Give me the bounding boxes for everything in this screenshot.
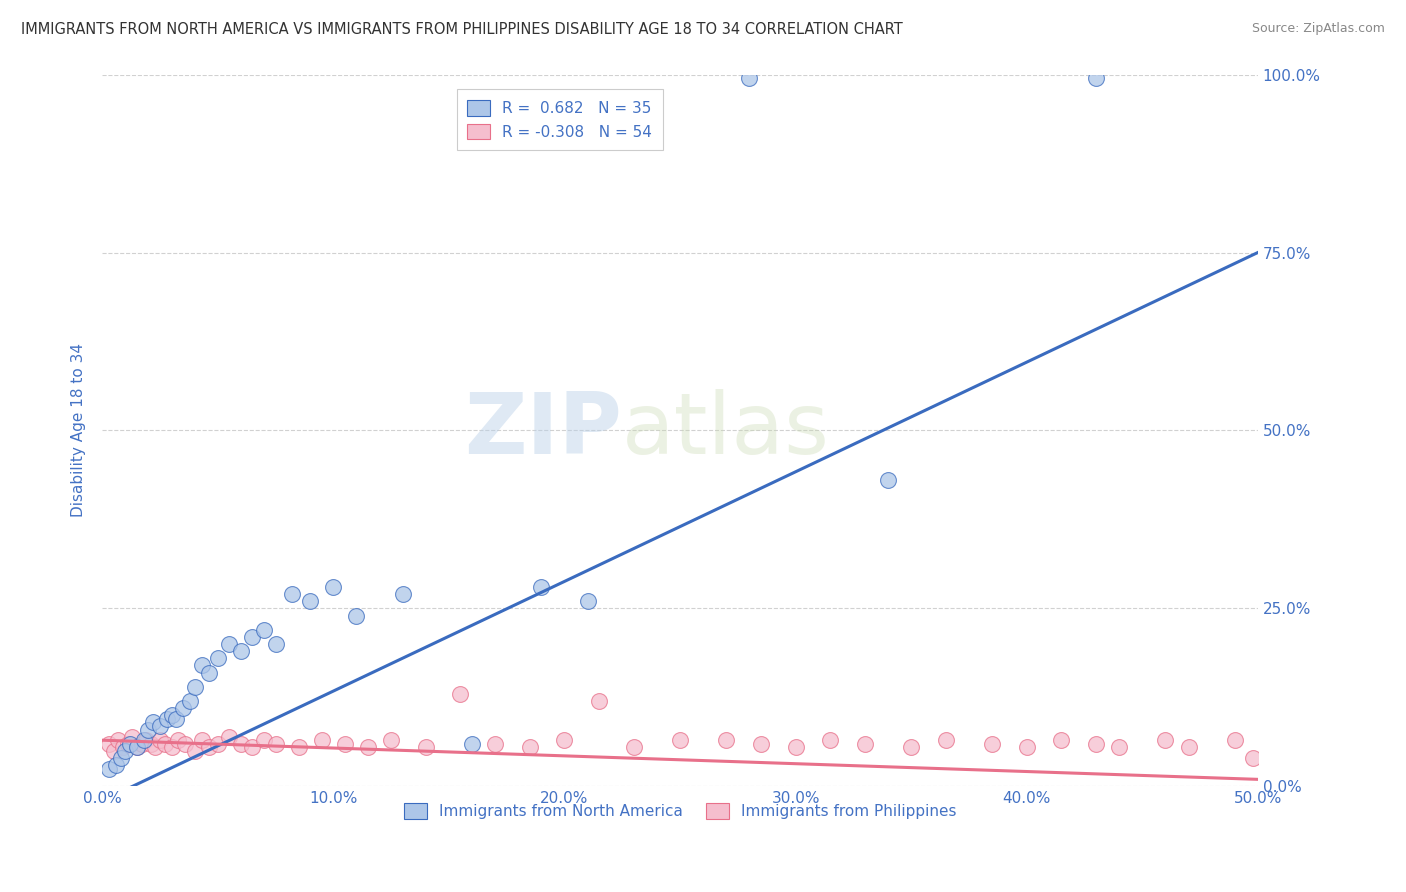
Point: [160, 740, 183, 755]
Point: [820, 733, 842, 747]
Point: [623, 740, 645, 755]
Point: [346, 608, 368, 623]
Point: [1223, 733, 1246, 747]
Point: [380, 733, 402, 747]
Point: [1085, 71, 1108, 86]
Point: [1154, 733, 1177, 747]
Point: [391, 587, 413, 601]
Point: [1015, 740, 1038, 755]
Point: [669, 733, 692, 747]
Point: [172, 701, 194, 715]
Point: [125, 740, 148, 755]
Point: [142, 715, 165, 730]
Point: [877, 473, 900, 487]
Point: [253, 623, 276, 637]
Point: [167, 733, 190, 747]
Point: [981, 737, 1004, 751]
Point: [311, 733, 333, 747]
Point: [785, 740, 807, 755]
Point: [183, 680, 205, 694]
Point: [322, 580, 344, 594]
Point: [218, 730, 240, 744]
Point: [484, 737, 506, 751]
Text: Source: ZipAtlas.com: Source: ZipAtlas.com: [1251, 22, 1385, 36]
Point: [207, 737, 229, 751]
Point: [1085, 737, 1108, 751]
Point: [121, 730, 143, 744]
Point: [135, 733, 157, 747]
Point: [576, 594, 599, 608]
Point: [853, 737, 876, 751]
Point: [98, 762, 121, 776]
Point: [1177, 740, 1199, 755]
Point: [242, 740, 264, 755]
Text: IMMIGRANTS FROM NORTH AMERICA VS IMMIGRANTS FROM PHILIPPINES DISABILITY AGE 18 T: IMMIGRANTS FROM NORTH AMERICA VS IMMIGRA…: [21, 22, 903, 37]
Point: [111, 740, 134, 755]
Point: [229, 644, 252, 658]
Point: [588, 694, 610, 708]
Point: [165, 712, 187, 726]
Point: [183, 744, 205, 758]
Point: [415, 740, 437, 755]
Point: [253, 733, 276, 747]
Point: [103, 744, 125, 758]
Text: atlas: atlas: [623, 389, 831, 472]
Point: [749, 737, 772, 751]
Point: [299, 594, 322, 608]
Point: [1050, 733, 1073, 747]
Y-axis label: Disability Age 18 to 34: Disability Age 18 to 34: [72, 343, 86, 517]
Point: [98, 737, 121, 751]
Point: [738, 71, 761, 86]
Point: [519, 740, 541, 755]
Point: [287, 740, 309, 755]
Point: [117, 737, 139, 751]
Text: ZIP: ZIP: [464, 389, 623, 472]
Point: [333, 737, 356, 751]
Point: [1108, 740, 1130, 755]
Point: [118, 737, 141, 751]
Point: [935, 733, 957, 747]
Point: [153, 737, 176, 751]
Point: [132, 733, 155, 747]
Point: [357, 740, 380, 755]
Point: [149, 719, 172, 733]
Point: [179, 694, 201, 708]
Point: [242, 630, 264, 644]
Point: [125, 740, 148, 755]
Point: [449, 687, 471, 701]
Point: [138, 723, 160, 737]
Point: [218, 637, 240, 651]
Point: [1241, 751, 1264, 765]
Point: [145, 740, 167, 755]
Point: [131, 737, 153, 751]
Point: [190, 658, 212, 673]
Point: [174, 737, 197, 751]
Point: [105, 758, 128, 772]
Point: [197, 665, 219, 680]
Point: [107, 733, 129, 747]
Point: [197, 740, 219, 755]
Point: [264, 737, 287, 751]
Point: [207, 651, 229, 665]
Point: [900, 740, 922, 755]
Legend: Immigrants from North America, Immigrants from Philippines: Immigrants from North America, Immigrant…: [398, 797, 963, 825]
Point: [110, 751, 132, 765]
Point: [139, 737, 162, 751]
Point: [530, 580, 553, 594]
Point: [461, 737, 484, 751]
Point: [264, 637, 287, 651]
Point: [149, 733, 172, 747]
Point: [553, 733, 575, 747]
Point: [229, 737, 252, 751]
Point: [160, 708, 183, 723]
Point: [716, 733, 738, 747]
Point: [114, 744, 136, 758]
Point: [190, 733, 212, 747]
Point: [156, 712, 179, 726]
Point: [280, 587, 302, 601]
